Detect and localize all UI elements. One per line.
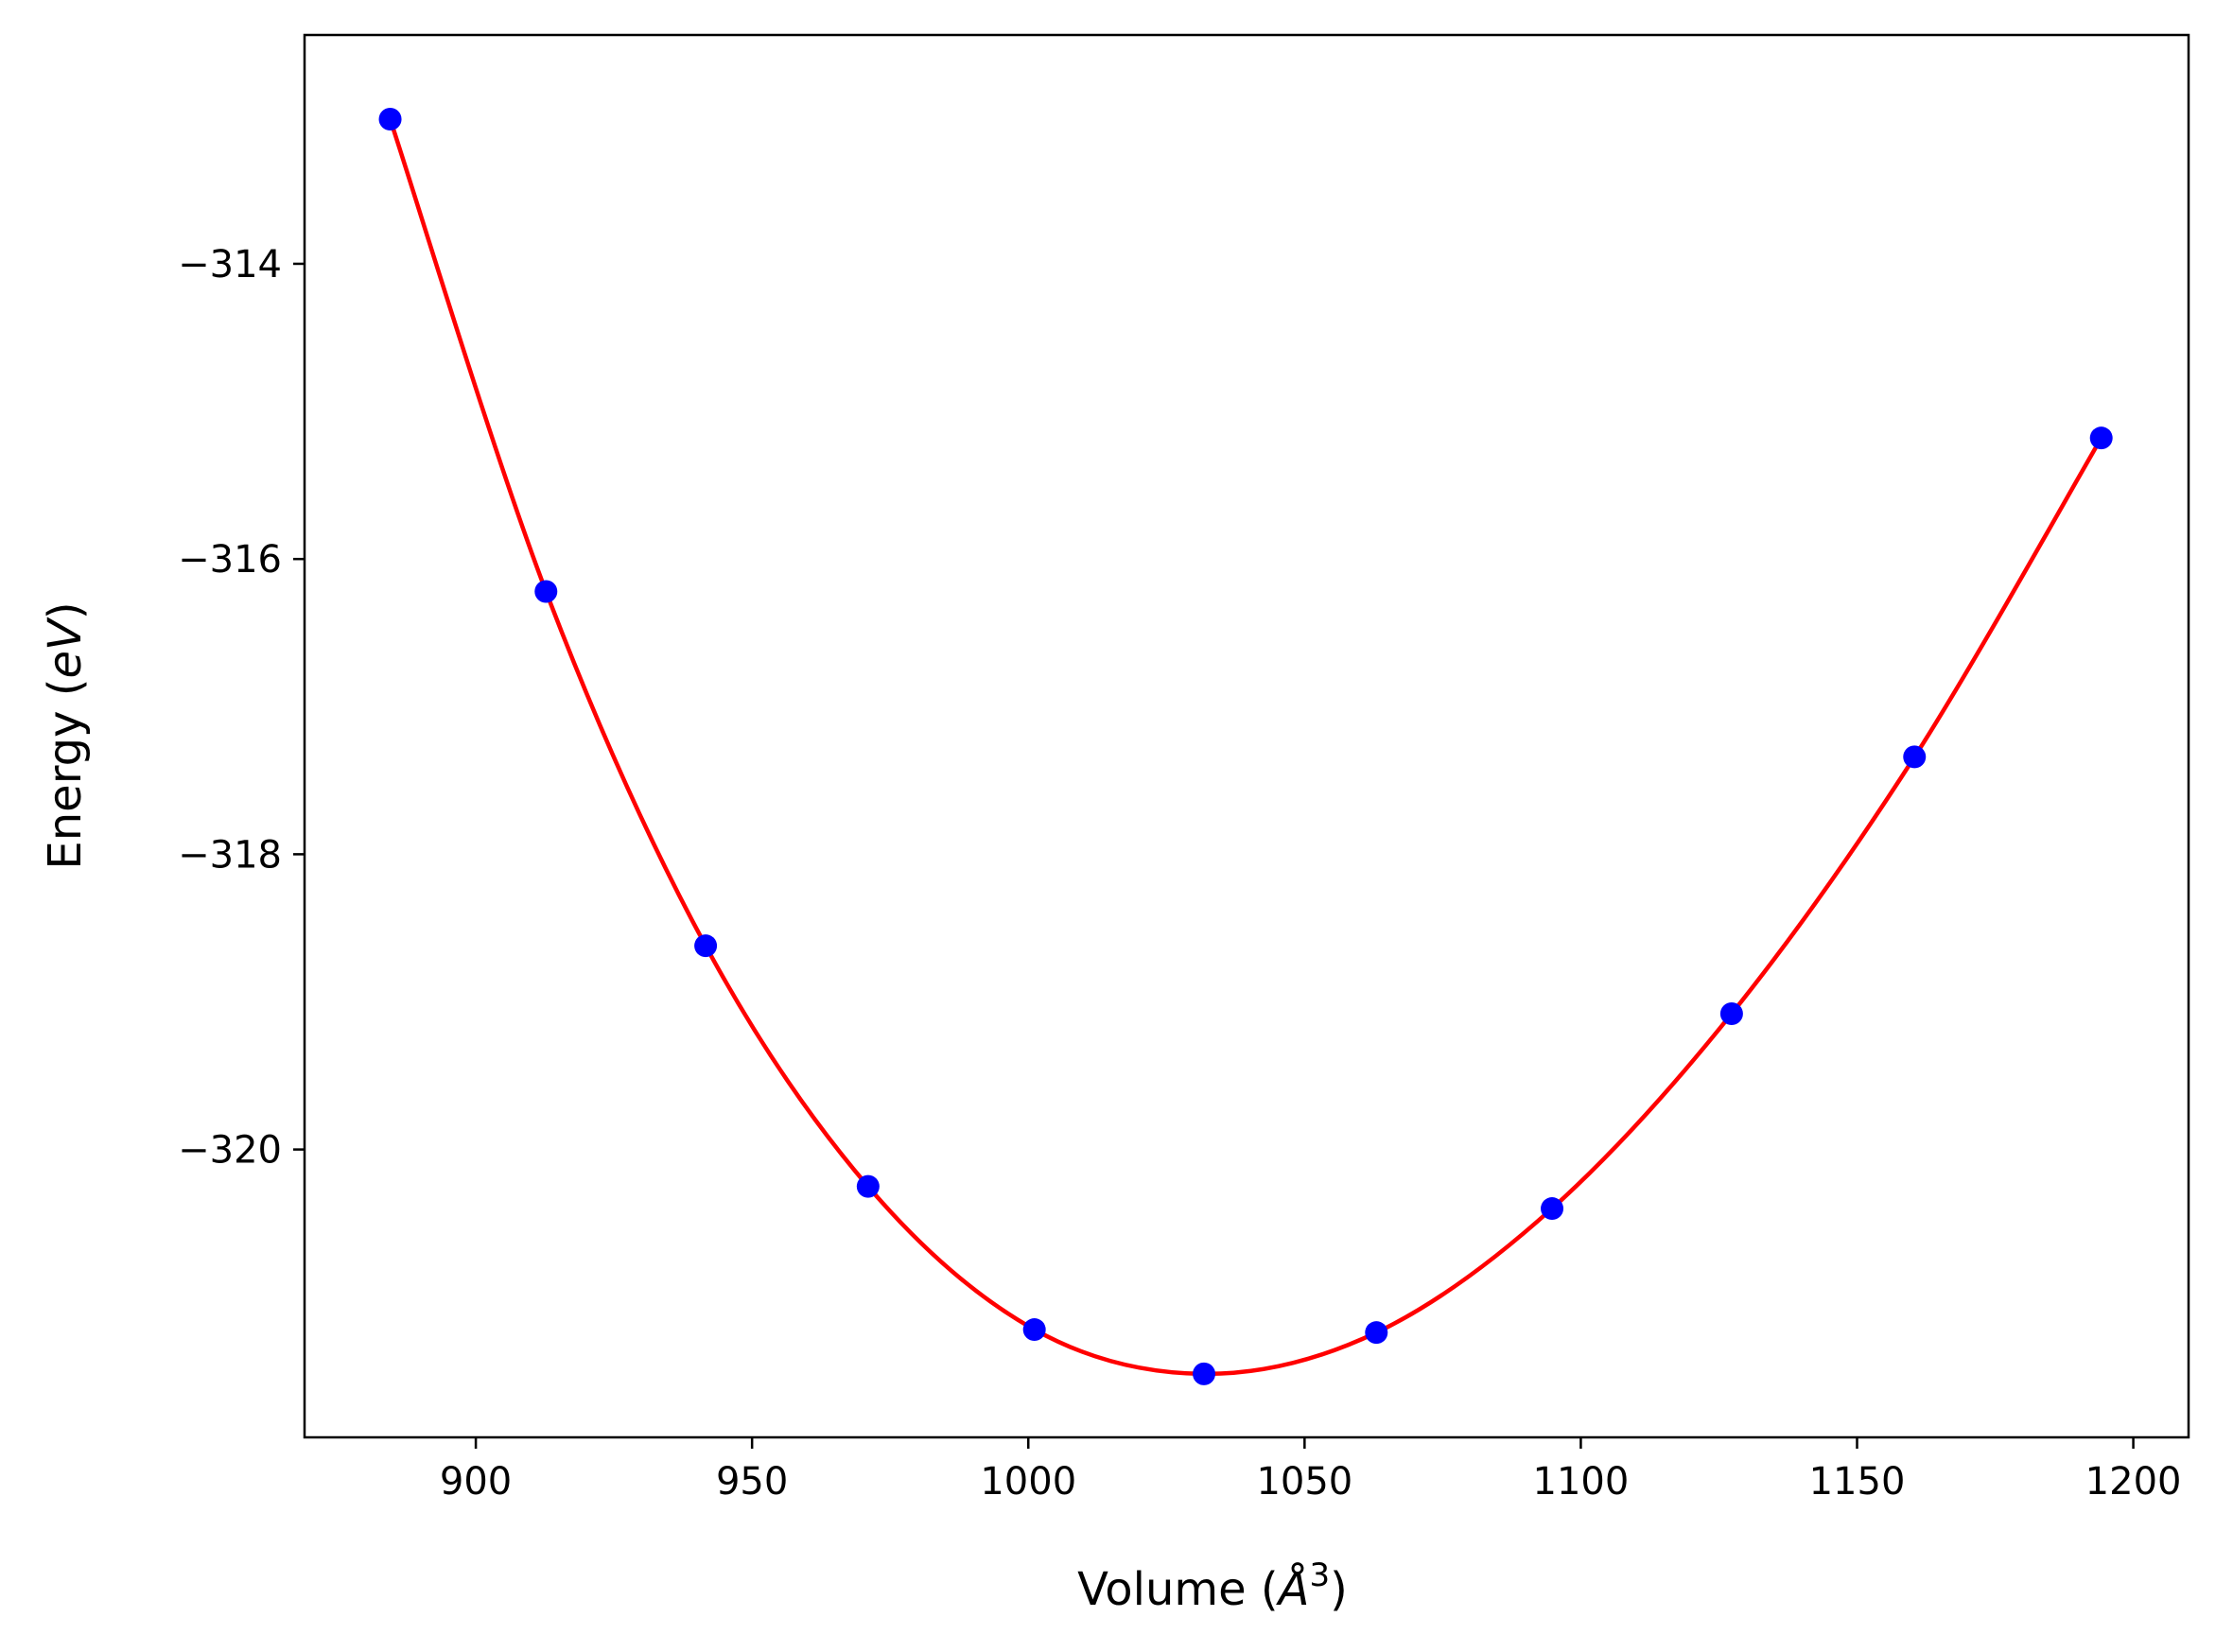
x-tick-label: 1150 — [1809, 1460, 1906, 1504]
x-axis-label: Volume (Å3) — [1077, 1556, 1348, 1616]
data-point — [1719, 1001, 1743, 1025]
y-tick-label: −314 — [178, 243, 282, 287]
x-tick-label: 900 — [440, 1460, 512, 1504]
plot-area — [378, 107, 2113, 1385]
data-point — [856, 1174, 880, 1198]
x-tick-label: 950 — [716, 1460, 788, 1504]
x-tick-label: 1000 — [980, 1460, 1076, 1504]
x-tick-label: 1200 — [2085, 1460, 2182, 1504]
fit-curve — [388, 118, 2103, 1377]
x-tick-label: 1050 — [1256, 1460, 1352, 1504]
axes-frame — [303, 33, 2190, 1439]
x-axis-ticks: 900 950 1000 1050 1100 1150 1200 — [440, 1437, 2182, 1504]
data-point — [694, 934, 718, 958]
data-points — [378, 107, 2113, 1385]
data-point — [378, 107, 402, 130]
data-point — [2089, 426, 2113, 450]
data-point — [1541, 1197, 1564, 1221]
y-tick-label: −316 — [178, 538, 282, 582]
data-point — [1903, 745, 1927, 769]
data-point — [1365, 1321, 1388, 1345]
data-point — [534, 580, 558, 603]
y-tick-label: −320 — [178, 1129, 282, 1173]
data-point — [1022, 1318, 1046, 1342]
y-axis-label: Energy (eV) — [39, 601, 92, 869]
x-tick-label: 1100 — [1533, 1460, 1630, 1504]
data-point — [1193, 1362, 1216, 1385]
y-tick-label: −318 — [178, 833, 282, 877]
y-axis-ticks: −314 −316 −318 −320 — [178, 243, 305, 1173]
